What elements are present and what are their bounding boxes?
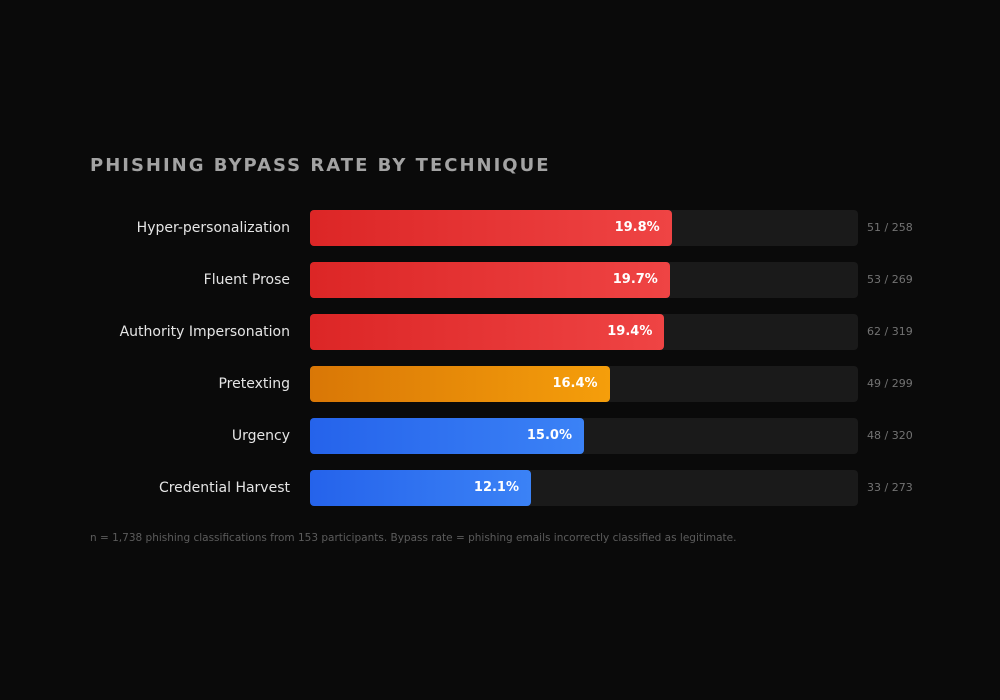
category-label: Hyper-personalization — [136, 220, 290, 236]
chart-title: PHISHING BYPASS RATE BY TECHNIQUE — [90, 155, 551, 176]
bar: 16.4% — [310, 366, 610, 402]
bar-row: Hyper-personalization 19.8% 51 / 258 — [0, 210, 1000, 246]
bar-track: 19.8% — [310, 210, 858, 246]
bar-row: Urgency 15.0% 48 / 320 — [0, 418, 1000, 454]
count-label: 62 / 319 — [867, 325, 913, 338]
count-label: 33 / 273 — [867, 481, 913, 494]
category-label: Pretexting — [218, 376, 290, 392]
count-label: 48 / 320 — [867, 429, 913, 442]
bar-row: Credential Harvest 12.1% 33 / 273 — [0, 470, 1000, 506]
value-label: 15.0% — [526, 428, 572, 443]
bar-track: 12.1% — [310, 470, 858, 506]
bar: 19.8% — [310, 210, 672, 246]
value-label: 12.1% — [473, 480, 520, 495]
bar: 12.1% — [310, 470, 532, 506]
bar-row: Authority Impersonation 19.4% 62 / 319 — [0, 314, 1000, 350]
category-label: Fluent Prose — [203, 272, 290, 288]
bar-track: 15.0% — [310, 418, 858, 454]
category-label: Authority Impersonation — [119, 324, 290, 340]
bar-row: Pretexting 16.4% 49 / 299 — [0, 366, 1000, 402]
value-label: 16.4% — [552, 376, 598, 391]
bar-track: 16.4% — [310, 366, 858, 402]
value-label: 19.4% — [607, 324, 653, 339]
count-label: 51 / 258 — [867, 221, 913, 234]
bar: 19.7% — [310, 262, 670, 298]
bar-track: 19.7% — [310, 262, 858, 298]
bar: 15.0% — [310, 418, 584, 454]
count-label: 49 / 299 — [867, 377, 913, 390]
bar-row: Fluent Prose 19.7% 53 / 269 — [0, 262, 1000, 298]
count-label: 53 / 269 — [867, 273, 913, 286]
bar-track: 19.4% — [310, 314, 858, 350]
category-label: Urgency — [231, 428, 290, 444]
bar: 19.4% — [310, 314, 665, 350]
value-label: 19.7% — [612, 272, 658, 287]
value-label: 19.8% — [614, 220, 660, 235]
category-label: Credential Harvest — [158, 480, 290, 496]
footnote: n = 1,738 phishing classifications from … — [90, 532, 737, 544]
